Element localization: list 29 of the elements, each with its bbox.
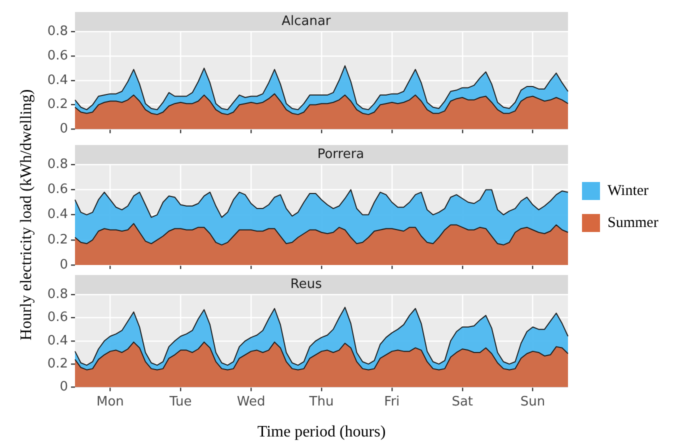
- legend-label: Winter: [608, 182, 649, 199]
- x-tick-label: Fri: [384, 394, 400, 410]
- y-tick-label: 0.6: [47, 310, 68, 326]
- y-tick-label: 0.8: [47, 286, 68, 302]
- y-tick-label: 0.4: [47, 333, 68, 348]
- x-tick-label: Tue: [168, 394, 192, 410]
- y-tick-label: 0.4: [47, 207, 68, 222]
- y-tick-label: 0: [60, 380, 68, 395]
- y-tick-label: 0.2: [47, 97, 68, 112]
- y-tick-label: 0.2: [47, 356, 68, 372]
- y-tick-label: 0: [60, 122, 68, 137]
- x-axis-title: Time period (hours): [257, 424, 386, 441]
- y-tick-label: 0.4: [47, 72, 68, 88]
- x-tick-label: Sat: [452, 394, 474, 410]
- legend-label: Summer: [608, 214, 658, 231]
- y-axis-title: Hourly electricity load (kWh/dwelling): [18, 89, 35, 340]
- x-tick-label: Thu: [308, 394, 334, 410]
- y-tick-label: 0.8: [47, 24, 68, 39]
- y-tick-label: 0.6: [47, 48, 68, 64]
- y-tick-label: 0.6: [47, 182, 68, 198]
- chart-title: Alcanar: [282, 14, 332, 30]
- x-tick-label: Mon: [96, 394, 124, 410]
- chart-title: Reus: [290, 277, 322, 292]
- y-tick-label: 0.8: [47, 156, 68, 172]
- chart-title: Porrera: [317, 147, 364, 162]
- x-tick-label: Wed: [236, 394, 266, 410]
- x-tick-label: Sun: [520, 394, 546, 410]
- y-tick-label: 0.2: [47, 232, 68, 248]
- y-tick-label: 0: [60, 257, 68, 272]
